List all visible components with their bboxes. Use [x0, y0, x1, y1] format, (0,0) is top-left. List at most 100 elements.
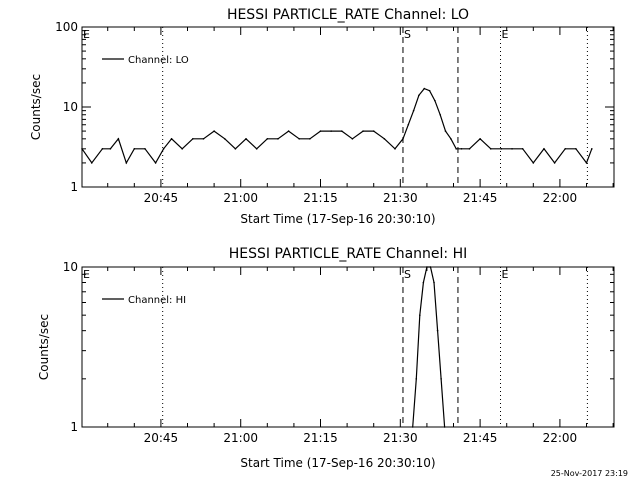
data-point — [418, 94, 420, 97]
data-point — [319, 130, 322, 132]
x-axis-label: Start Time (17-Sep-16 20:30:10) — [240, 212, 435, 226]
plot-panel-1: HESSI PARTICLE_RATE Channel: LO 1 10 100 20:… — [29, 7, 615, 226]
legend-label: Channel: HI — [128, 295, 186, 306]
data-point — [415, 378, 418, 380]
data-point — [245, 138, 247, 140]
data-point — [309, 138, 311, 140]
x-tick-label: 21:45 — [463, 191, 498, 205]
data-point — [133, 148, 136, 150]
data-point — [407, 123, 410, 126]
data-point — [154, 162, 157, 164]
y-axis-label: Counts/sec — [29, 74, 43, 140]
data-point — [444, 130, 447, 132]
data-point — [585, 162, 588, 164]
data-point — [564, 148, 567, 150]
data-point — [170, 138, 173, 140]
data-point — [436, 329, 439, 332]
data-point — [429, 266, 432, 268]
x-tick-label: 21:30 — [383, 191, 418, 205]
data-point — [81, 148, 83, 150]
series-line — [412, 266, 446, 428]
event-marker-label: E — [83, 268, 90, 281]
data-point — [234, 148, 237, 150]
x-tick-label: 21:15 — [303, 431, 338, 445]
event-marker-label: E — [83, 28, 90, 41]
x-tick-label: 20:45 — [144, 191, 179, 205]
data-point — [202, 138, 205, 140]
chart-title: HESSI PARTICLE_RATE Channel: LO — [227, 7, 469, 23]
data-point — [500, 148, 503, 150]
y-tick-label: 1 — [70, 420, 78, 434]
series-line — [81, 87, 593, 165]
data-point — [422, 281, 425, 284]
legend: Channel: HI — [102, 295, 186, 306]
event-marker-label: S — [404, 268, 411, 281]
legend-label: Channel: LO — [128, 55, 189, 66]
data-point — [255, 148, 258, 150]
data-point — [298, 138, 301, 140]
data-point — [440, 378, 442, 380]
data-point — [362, 130, 364, 132]
data-point — [591, 148, 593, 150]
y-tick-label: 1 — [70, 180, 78, 194]
data-point — [402, 138, 404, 140]
data-point — [125, 162, 128, 164]
data-point — [575, 148, 577, 150]
data-point — [521, 148, 524, 150]
y-tick-label: 10 — [63, 100, 78, 114]
data-point — [532, 162, 535, 164]
x-tick-label: 22:00 — [543, 191, 578, 205]
data-point — [433, 281, 435, 284]
x-tick-label: 21:00 — [223, 431, 258, 445]
y-tick-label: 10 — [63, 260, 78, 274]
data-point — [412, 109, 415, 112]
legend: Channel: LO — [102, 55, 189, 66]
y-axis-label: Counts/sec — [37, 314, 51, 380]
data-point — [277, 138, 279, 140]
plot-panel-2: HESSI PARTICLE_RATE Channel: HI 1 10 20:45 2… — [37, 246, 615, 470]
data-point — [479, 138, 481, 140]
data-point — [543, 148, 545, 150]
x-tick-label: 21:15 — [303, 191, 338, 205]
data-point — [428, 89, 431, 92]
data-point — [340, 130, 343, 132]
plot-frame — [81, 266, 615, 428]
data-point — [372, 130, 375, 132]
data-point — [450, 138, 452, 140]
data-point — [351, 138, 354, 140]
x-tick-label: 22:00 — [543, 431, 578, 445]
data-point — [101, 148, 104, 150]
data-point — [511, 148, 513, 150]
data-point — [489, 148, 492, 150]
data-point — [411, 426, 414, 428]
data-point — [383, 138, 386, 140]
data-point — [394, 148, 396, 150]
data-point — [223, 138, 226, 140]
data-point — [181, 148, 183, 150]
data-point — [426, 266, 428, 268]
data-point — [144, 148, 146, 150]
data-point — [287, 130, 290, 132]
data-point — [455, 148, 457, 150]
event-marker-label: E — [502, 268, 509, 281]
data-point — [553, 162, 556, 164]
x-tick-label: 21:00 — [223, 191, 258, 205]
x-tick-label: 20:45 — [144, 431, 179, 445]
data-point — [434, 99, 436, 102]
data-point — [443, 426, 446, 428]
x-tick-label: 21:30 — [383, 431, 418, 445]
x-axis-label: Start Time (17-Sep-16 20:30:10) — [240, 456, 435, 470]
data-point — [439, 113, 442, 116]
data-point — [423, 87, 426, 90]
x-tick-label: 21:45 — [463, 431, 498, 445]
plot-frame — [81, 26, 615, 188]
data-point — [266, 138, 269, 140]
chart-title: HESSI PARTICLE_RATE Channel: HI — [229, 246, 467, 262]
data-point — [213, 130, 215, 132]
data-point — [109, 148, 112, 150]
y-tick-label: 100 — [55, 20, 78, 34]
event-marker-label: E — [502, 28, 509, 41]
data-point — [330, 130, 332, 132]
event-marker-label: S — [404, 28, 411, 41]
